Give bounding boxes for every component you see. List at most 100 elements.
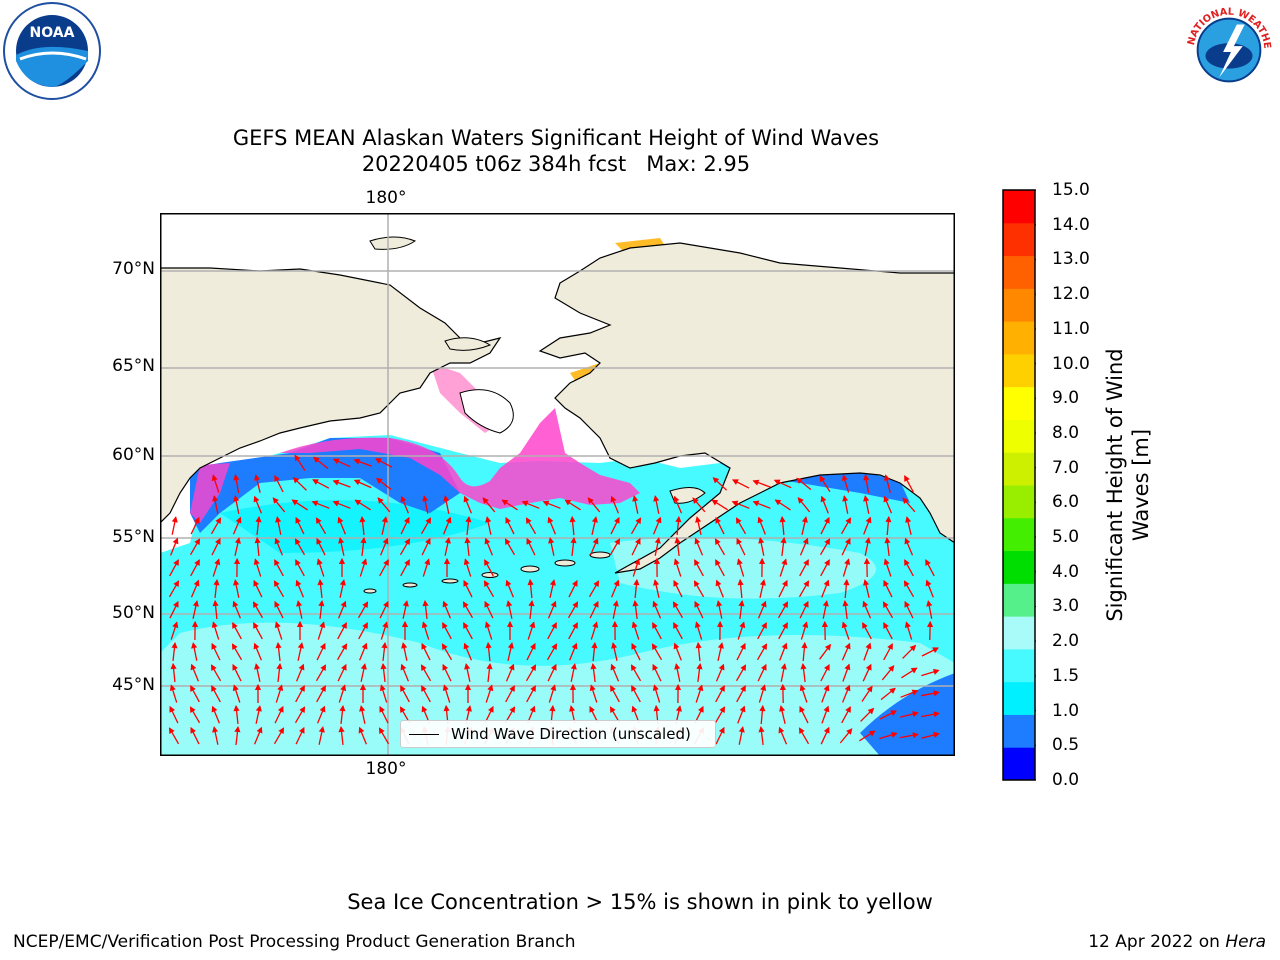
wave-direction-arrowhead bbox=[168, 727, 175, 735]
wave-direction-arrowhead bbox=[444, 537, 451, 544]
wave-direction-arrowhead bbox=[404, 559, 410, 566]
wave-direction-arrowhead bbox=[844, 537, 851, 545]
wave-direction-arrowhead bbox=[399, 706, 406, 714]
ocean-light-patch bbox=[160, 622, 955, 756]
wave-direction-arrowhead bbox=[610, 495, 617, 503]
wave-direction-arrowhead bbox=[381, 516, 388, 523]
wave-direction-arrowhead bbox=[903, 580, 910, 588]
wave-direction-arrowhead bbox=[530, 685, 536, 692]
wave-direction-arrowhead bbox=[655, 516, 662, 524]
wave-direction-arrowhead bbox=[233, 474, 240, 481]
wave-direction-arrowhead bbox=[171, 516, 178, 523]
wave-direction-arrowhead bbox=[933, 711, 941, 718]
colorbar-segment bbox=[1003, 550, 1035, 584]
wave-direction-arrowhead bbox=[631, 705, 638, 713]
wave-direction-arrowhead bbox=[739, 705, 746, 713]
wave-direction-arrowhead bbox=[193, 516, 200, 524]
wave-direction-arrowhead bbox=[631, 685, 637, 692]
wave-direction-arrowhead bbox=[233, 705, 240, 712]
lat-label-65: 65°N bbox=[112, 356, 155, 376]
wave-direction-arrowhead bbox=[380, 663, 387, 670]
wave-direction-arrowhead bbox=[611, 642, 618, 649]
wave-direction-arrowhead bbox=[714, 538, 721, 546]
wave-direction-arrowhead bbox=[925, 559, 931, 566]
wave-direction-arrowhead bbox=[736, 537, 743, 545]
wave-direction-arrowhead bbox=[780, 537, 787, 544]
lat-label-50: 50°N bbox=[112, 603, 155, 623]
wave-direction-arrowhead bbox=[758, 726, 765, 733]
wave-direction-arrowhead bbox=[757, 516, 764, 524]
colorbar-tick-label: 4.0 bbox=[1052, 561, 1080, 582]
wave-direction-arrowhead bbox=[653, 557, 661, 565]
wave-direction-arrowhead bbox=[698, 705, 704, 713]
wave-direction-arrowhead bbox=[694, 600, 701, 608]
wave-direction-arrowhead bbox=[400, 495, 407, 503]
wave-direction-arrowhead bbox=[779, 683, 787, 691]
colorbar-tick-label: 3.0 bbox=[1052, 596, 1080, 617]
wave-direction-arrowhead bbox=[800, 663, 807, 670]
wave-direction-arrowhead bbox=[299, 726, 305, 734]
wave-direction-arrowhead bbox=[317, 579, 324, 586]
wave-direction-arrowhead bbox=[530, 664, 537, 672]
wave-direction-arrowhead bbox=[635, 517, 642, 525]
wave-direction-arrowhead bbox=[590, 663, 597, 670]
wave-direction-arrowhead bbox=[652, 622, 658, 629]
wave-direction-arrowhead bbox=[530, 642, 536, 650]
colorbar-tick-label: 9.0 bbox=[1052, 388, 1080, 409]
wave-direction-arrowhead bbox=[507, 642, 514, 649]
wave-direction-arrowhead bbox=[760, 684, 767, 692]
wave-direction-arrowhead bbox=[592, 600, 599, 608]
wave-direction-arrowhead bbox=[761, 643, 768, 651]
wave-direction-arrowhead bbox=[353, 458, 361, 465]
wave-direction-arrowhead bbox=[173, 559, 179, 566]
host-name: Hera bbox=[1225, 932, 1266, 952]
wave-direction-arrowhead bbox=[382, 621, 389, 629]
wave-direction-arrowhead bbox=[589, 684, 596, 692]
wave-direction-arrowhead bbox=[675, 515, 682, 523]
wave-direction-arrowhead bbox=[547, 516, 554, 524]
wave-direction-arrowhead bbox=[550, 663, 557, 671]
wave-direction-arrowhead bbox=[212, 599, 219, 607]
wave-direction-arrowhead bbox=[315, 517, 322, 525]
wave-direction-arrowhead bbox=[277, 684, 284, 692]
wave-direction-arrowhead bbox=[294, 538, 301, 546]
wave-direction-arrowhead bbox=[673, 622, 679, 629]
wave-direction-arrowhead bbox=[339, 579, 346, 586]
wave-direction-arrowhead bbox=[482, 497, 489, 504]
wave-direction-arrowhead bbox=[844, 663, 851, 671]
wave-direction-arrowhead bbox=[634, 558, 641, 566]
wave-direction-arrowhead bbox=[254, 663, 261, 670]
wave-direction-arrowhead bbox=[509, 706, 516, 714]
wave-direction-arrowhead bbox=[422, 495, 429, 502]
wave-direction-arrowhead bbox=[382, 537, 389, 545]
wave-direction-arrowhead bbox=[442, 663, 449, 671]
wave-direction-arrowhead bbox=[653, 704, 660, 712]
wave-direction-arrowhead bbox=[932, 647, 939, 653]
wave-direction-arrowhead bbox=[362, 601, 369, 609]
wave-direction-arrowhead bbox=[320, 664, 327, 672]
wave-direction-arrowhead bbox=[292, 476, 300, 484]
wave-direction-arrowhead bbox=[214, 558, 221, 566]
wave-direction-arrowhead bbox=[464, 537, 471, 544]
wave-direction-arrowhead bbox=[801, 641, 808, 649]
wave-direction-arrowhead bbox=[740, 685, 746, 692]
chart-title: GEFS MEAN Alaskan Waters Significant Hei… bbox=[232, 126, 880, 150]
colorbar-tick-label: 1.0 bbox=[1052, 700, 1080, 721]
wave-direction-arrowhead bbox=[695, 641, 702, 649]
wave-direction-arrowhead bbox=[711, 499, 719, 506]
wave-direction-arrowhead bbox=[844, 642, 851, 650]
wave-direction-arrowhead bbox=[593, 580, 600, 588]
colorbar bbox=[1002, 189, 1036, 781]
wave-direction-arrowhead bbox=[842, 600, 849, 607]
wave-direction-arrowhead bbox=[485, 641, 492, 649]
wave-direction-arrowhead bbox=[319, 705, 326, 713]
wave-direction-arrowhead bbox=[313, 456, 320, 463]
wave-direction-arrowhead bbox=[341, 643, 348, 651]
wave-direction-arrowhead bbox=[926, 600, 933, 607]
wave-direction-arrowhead bbox=[169, 684, 176, 692]
wave-direction-arrowhead bbox=[824, 516, 830, 524]
wave-direction-arrowhead bbox=[211, 621, 218, 629]
map-panel bbox=[160, 213, 955, 756]
wave-direction-arrowhead bbox=[404, 538, 411, 546]
wave-direction-arrowhead bbox=[312, 479, 319, 485]
